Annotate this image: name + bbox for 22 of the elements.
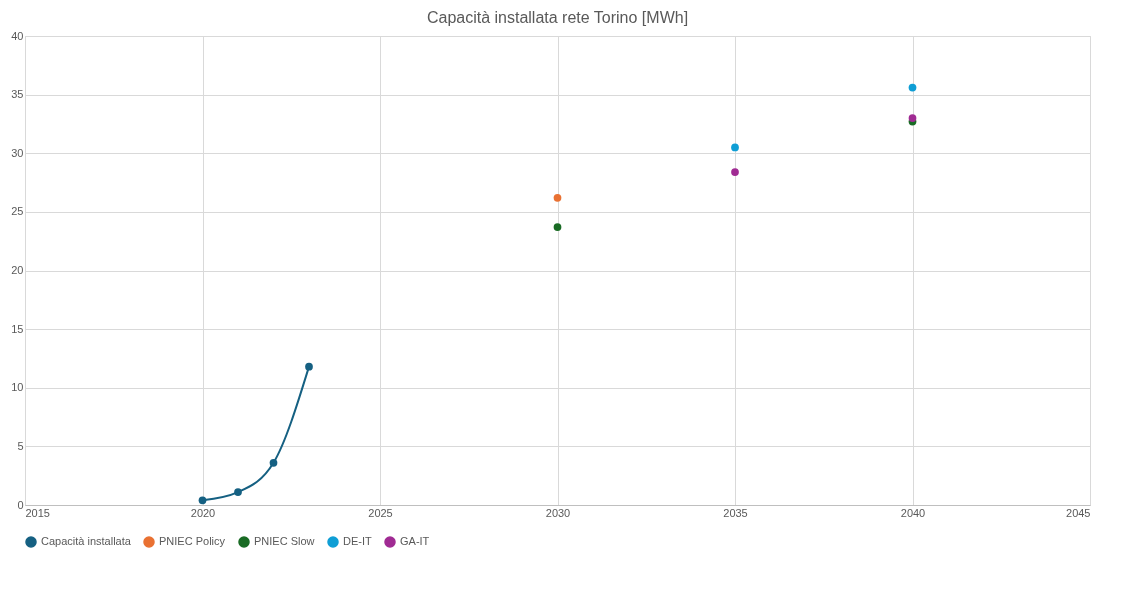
x-tick-label: 2025 (368, 506, 393, 519)
y-tick-label: 10 (11, 381, 24, 394)
y-tick-label: 5 (17, 439, 24, 452)
legend-label: PNIEC Slow (254, 535, 315, 547)
legend-label: Capacità installata (41, 535, 132, 547)
y-tick-label: 40 (11, 29, 24, 42)
y-tick-label: 15 (11, 322, 24, 335)
x-tick-label: 2045 (1066, 506, 1091, 519)
y-tick-label: 35 (11, 88, 24, 101)
y-tick-label: 25 (11, 205, 24, 218)
x-tick-label: 2040 (900, 506, 926, 519)
y-tick-label: 20 (11, 264, 24, 276)
legend-label: PNIEC Policy (159, 535, 226, 547)
chart-title: Capacità installata rete Torino [MWh] (426, 9, 689, 26)
y-tick-label: 30 (11, 146, 24, 159)
y-tick-label: 0 (17, 498, 24, 511)
x-tick-label: 2030 (545, 506, 571, 519)
legend-label: DE-IT (343, 535, 372, 547)
x-tick-label: 2015 (25, 506, 50, 519)
legend-label: GA-IT (400, 535, 430, 547)
x-tick-label: 2035 (723, 506, 748, 519)
x-tick-label: 2020 (190, 506, 216, 519)
